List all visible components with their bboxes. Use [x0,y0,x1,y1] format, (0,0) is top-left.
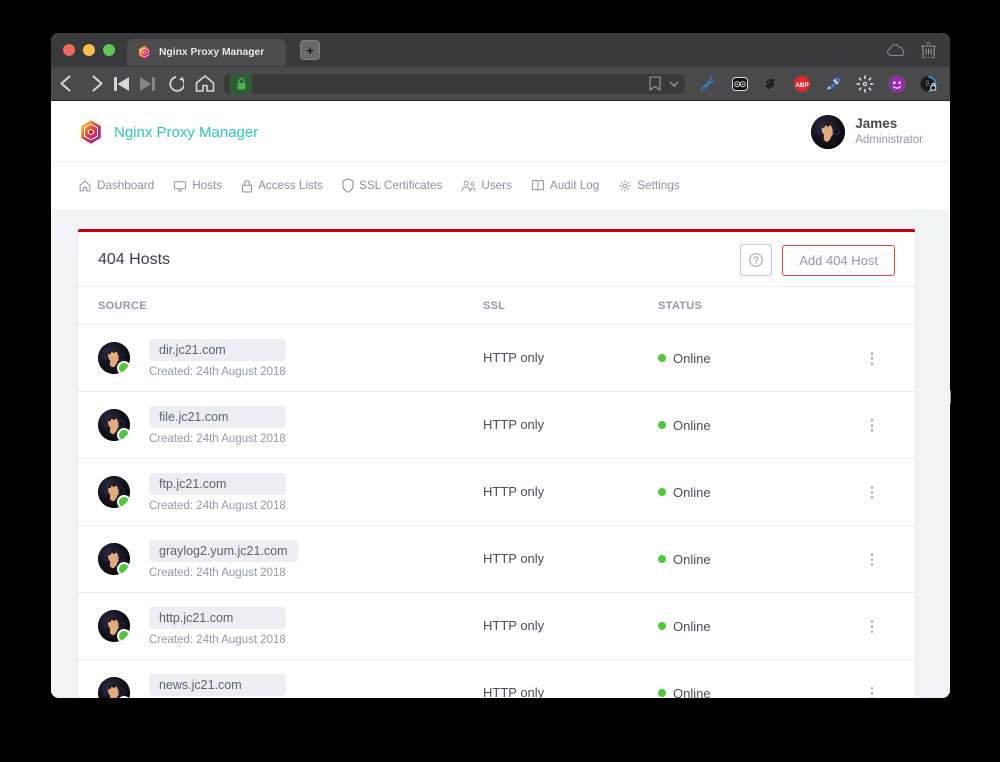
svg-text:ABP: ABP [795,82,808,89]
